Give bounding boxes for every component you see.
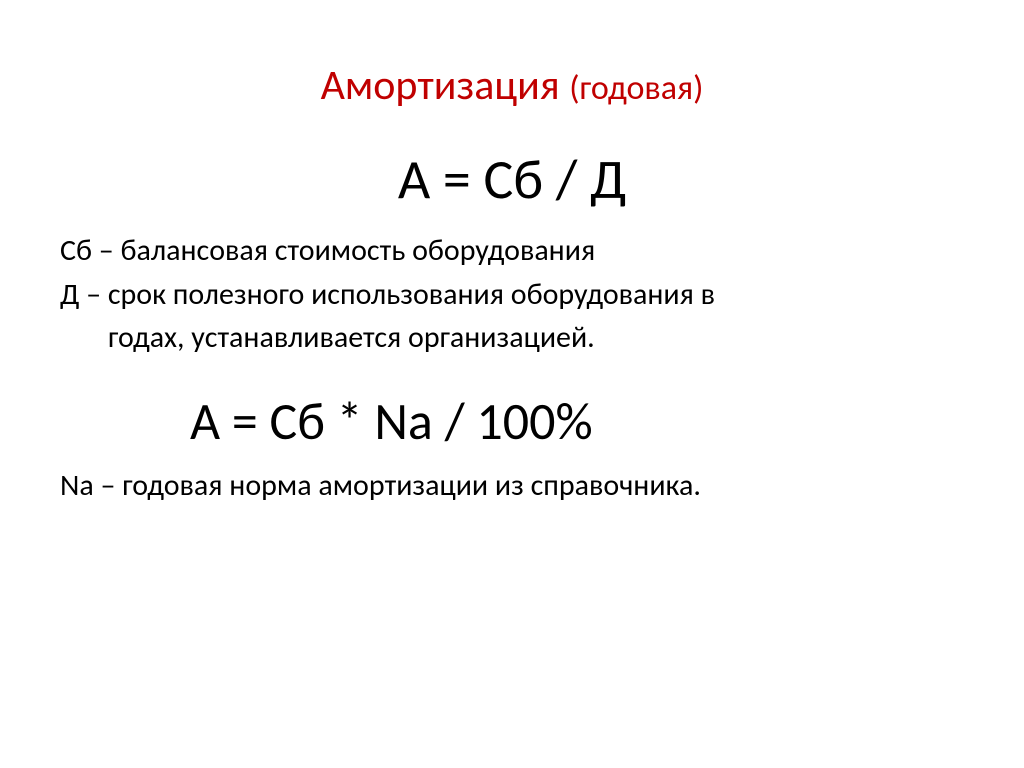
title-main: Амортизация bbox=[321, 60, 570, 111]
definition-sb: Сб – балансовая стоимость оборудования bbox=[60, 232, 964, 270]
definition-na: Na – годовая норма амортизации из справо… bbox=[60, 467, 964, 504]
definition-d-line1: Д – срок полезного использования оборудо… bbox=[60, 276, 964, 314]
title-sub: (годовая) bbox=[569, 68, 703, 109]
formula-annual-depreciation: А = Сб / Д bbox=[60, 146, 964, 214]
definition-d-line2: годах, устанавливается организацией. bbox=[60, 319, 964, 357]
slide-container: Амортизация (годовая) А = Сб / Д Сб – ба… bbox=[0, 0, 1024, 768]
formula-with-rate: А = Сб * Na / 100% bbox=[60, 389, 964, 453]
slide-title: Амортизация (годовая) bbox=[60, 60, 964, 111]
